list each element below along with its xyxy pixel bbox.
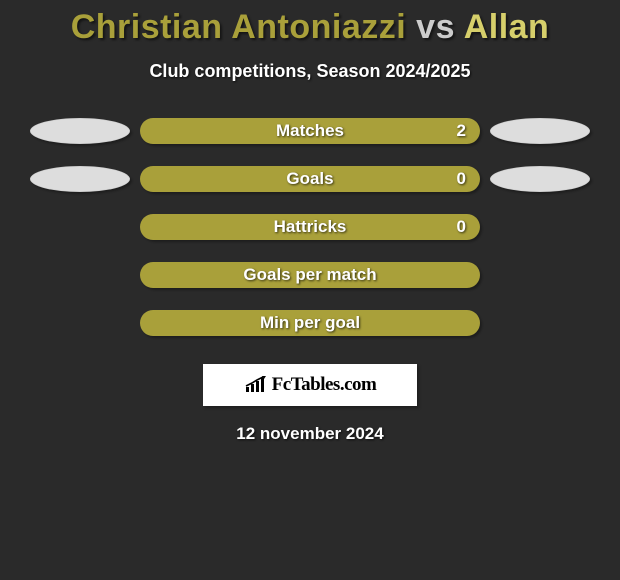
stats-list: Matches 2 Goals 0 Hattricks 0 Goals per match M… [0,118,620,336]
stat-row: Min per goal [0,310,620,336]
footer-date: 12 november 2024 [0,424,620,444]
title-player2: Allan [464,8,550,46]
stat-row: Goals 0 [0,166,620,192]
stat-bar: Goals per match [140,262,480,288]
title-player1: Christian Antoniazzi [71,8,407,46]
stat-value: 2 [457,121,466,141]
player2-avatar [490,118,590,144]
player2-avatar [490,166,590,192]
stat-row: Hattricks 0 [0,214,620,240]
stat-value: 0 [457,169,466,189]
stat-bar: Goals 0 [140,166,480,192]
player1-avatar [30,118,130,144]
stat-label: Goals per match [243,265,376,285]
page-title: Christian Antoniazzi vs Allan [0,8,620,47]
brand-text: FcTables.com [272,374,377,396]
title-vs: vs [416,8,455,46]
stat-label: Min per goal [260,313,360,333]
stat-row: Matches 2 [0,118,620,144]
stat-label: Goals [286,169,333,189]
stat-value: 0 [457,217,466,237]
stat-bar: Hattricks 0 [140,214,480,240]
stat-label: Matches [276,121,344,141]
stat-bar: Min per goal [140,310,480,336]
comparison-card: Christian Antoniazzi vs Allan Club compe… [0,0,620,580]
player1-avatar [30,166,130,192]
stat-bar: Matches 2 [140,118,480,144]
stat-row: Goals per match [0,262,620,288]
chart-icon [244,376,266,394]
subtitle: Club competitions, Season 2024/2025 [0,61,620,82]
brand-logo[interactable]: FcTables.com [203,364,417,406]
stat-label: Hattricks [274,217,347,237]
